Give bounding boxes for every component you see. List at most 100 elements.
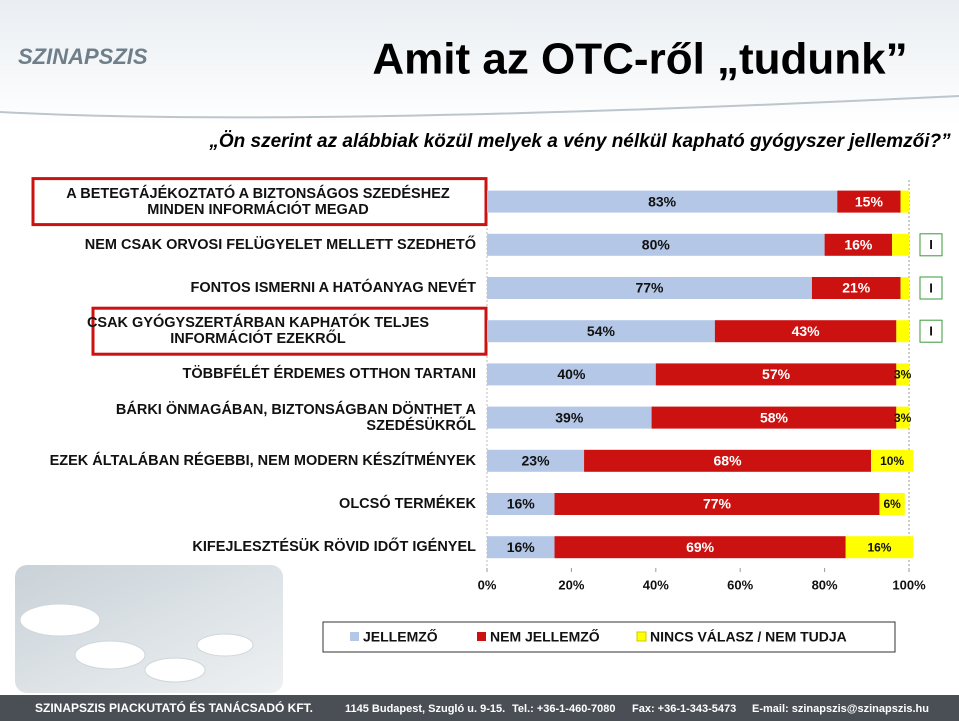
bar-segment bbox=[879, 493, 905, 515]
pill bbox=[196, 633, 254, 657]
category-text: A BETEGTÁJÉKOZTATÓ A BIZTONSÁGOS SZEDÉSH… bbox=[66, 185, 450, 218]
value-label: 10% bbox=[880, 454, 904, 468]
value-label: 6% bbox=[883, 497, 901, 511]
value-label: 15% bbox=[855, 193, 884, 209]
value-label: 58% bbox=[760, 409, 789, 425]
highlight-box bbox=[31, 177, 488, 227]
header-curve bbox=[0, 95, 959, 119]
category-text: CSAK GYÓGYSZERTÁRBAN KAPHATÓK TELJES INF… bbox=[86, 315, 430, 348]
category-text: FONTOS ISMERNI A HATÓANYAG NEVÉT bbox=[190, 280, 476, 296]
pill bbox=[19, 603, 101, 637]
pill bbox=[144, 657, 206, 683]
bar-segment bbox=[651, 406, 897, 429]
value-label: I bbox=[929, 280, 933, 295]
bar-segment bbox=[487, 320, 715, 343]
bar-segment bbox=[655, 363, 897, 386]
value-label: 16% bbox=[507, 539, 536, 555]
value-label: 68% bbox=[714, 453, 743, 469]
category-text: EZEK ÁLTALÁBAN RÉGEBBI, NEM MODERN KÉSZÍ… bbox=[49, 452, 476, 469]
label-box bbox=[919, 319, 943, 343]
category-text: BÁRKI ÖNMAGÁBAN, BIZTONSÁGBAN DÖNTHET A … bbox=[115, 401, 476, 434]
value-label: 54% bbox=[587, 323, 616, 339]
category-label: NEM CSAK ORVOSI FELÜGYELET MELLETT SZEDH… bbox=[40, 223, 476, 266]
value-label: 40% bbox=[557, 366, 586, 382]
bar-segment bbox=[892, 233, 909, 256]
category-text: TÖBBFÉLÉT ÉRDEMES OTTHON TARTANI bbox=[182, 366, 476, 383]
legend-label: NINCS VÁLASZ / NEM TUDJA bbox=[650, 629, 847, 645]
category-text: OLCSÓ TERMÉKEK bbox=[339, 496, 476, 512]
value-label: 57% bbox=[762, 366, 791, 382]
footer-text: SZINAPSZIS PIACKUTATÓ ÉS TANÁCSADÓ KFT. bbox=[35, 700, 313, 715]
bar-segment bbox=[896, 320, 909, 343]
value-label: 16% bbox=[507, 496, 536, 512]
value-label: 16% bbox=[844, 237, 873, 253]
footer-bar bbox=[0, 695, 959, 721]
bar-segment bbox=[487, 190, 838, 213]
legend-swatch bbox=[350, 632, 359, 641]
bar-segment bbox=[714, 320, 897, 343]
bar-segment bbox=[487, 536, 555, 559]
bar-segment bbox=[824, 233, 893, 256]
bar-segment bbox=[584, 449, 872, 472]
bar-segment bbox=[487, 277, 812, 299]
logo: SZINAPSZIS bbox=[18, 44, 148, 69]
value-label: 43% bbox=[792, 323, 821, 339]
pill bbox=[74, 640, 146, 670]
bar-segment bbox=[487, 449, 585, 472]
value-label: 16% bbox=[867, 540, 891, 554]
bar-segment bbox=[900, 277, 909, 299]
footer-text: E-mail: szinapszis@szinapszis.hu bbox=[752, 703, 929, 715]
value-label: I bbox=[929, 324, 933, 339]
category-label: FONTOS ISMERNI A HATÓANYAG NEVÉT bbox=[40, 267, 476, 310]
category-text: NEM CSAK ORVOSI FELÜGYELET MELLETT SZEDH… bbox=[84, 236, 476, 253]
value-label: 69% bbox=[686, 539, 715, 555]
value-label: 77% bbox=[703, 496, 732, 512]
category-label: KIFEJLESZTÉSÜK RÖVID IDŐT IGÉNYEL bbox=[40, 526, 476, 569]
footer-text: 1145 Budapest, Szugló u. 9-15. bbox=[345, 703, 505, 715]
legend-label: NEM JELLEMZŐ bbox=[490, 628, 600, 645]
legend-swatch bbox=[477, 632, 486, 641]
value-label: 39% bbox=[555, 409, 584, 425]
value-label: 3% bbox=[894, 411, 912, 425]
value-label: 83% bbox=[648, 193, 677, 209]
bar-segment bbox=[845, 536, 914, 559]
label-box bbox=[919, 233, 943, 257]
legend-swatch bbox=[636, 631, 647, 642]
value-label: 3% bbox=[894, 368, 912, 382]
bar-segment bbox=[487, 233, 825, 256]
value-label: 80% bbox=[642, 237, 671, 253]
x-tick-label: 20% bbox=[558, 577, 584, 592]
category-label: CSAK GYÓGYSZERTÁRBAN KAPHATÓK TELJES INF… bbox=[40, 310, 476, 353]
bar-segment bbox=[554, 493, 880, 515]
bar-segment bbox=[896, 406, 909, 429]
legend-label: JELLEMZŐ bbox=[363, 628, 438, 645]
value-label: I bbox=[929, 237, 933, 252]
subtitle: „Ön szerint az alábbiak közül melyek a v… bbox=[208, 131, 951, 152]
value-label: 23% bbox=[522, 453, 551, 469]
x-tick-label: 60% bbox=[727, 577, 753, 592]
category-label: A BETEGTÁJÉKOZTATÓ A BIZTONSÁGOS SZEDÉSH… bbox=[40, 180, 476, 223]
footer-text: Tel.: +36-1-460-7080 bbox=[512, 703, 615, 715]
category-label: TÖBBFÉLÉT ÉRDEMES OTTHON TARTANI bbox=[40, 353, 476, 396]
bar-segment bbox=[896, 363, 909, 386]
x-tick-label: 80% bbox=[812, 577, 838, 592]
category-label: BÁRKI ÖNMAGÁBAN, BIZTONSÁGBAN DÖNTHET A … bbox=[40, 396, 476, 439]
bar-segment bbox=[837, 190, 901, 213]
x-tick-label: 40% bbox=[643, 577, 669, 592]
title: Amit az OTC-ről „tudunk” bbox=[372, 35, 907, 84]
category-label: EZEK ÁLTALÁBAN RÉGEBBI, NEM MODERN KÉSZÍ… bbox=[40, 439, 476, 482]
x-tick-label: 0% bbox=[478, 577, 497, 592]
bar-segment bbox=[554, 536, 846, 559]
highlight-box bbox=[91, 306, 488, 356]
bar-segment bbox=[487, 406, 652, 429]
bar-segment bbox=[871, 449, 914, 472]
value-label: 77% bbox=[635, 280, 664, 296]
category-label: OLCSÓ TERMÉKEK bbox=[40, 483, 476, 526]
bar-segment bbox=[487, 493, 555, 515]
legend-box bbox=[322, 621, 896, 653]
bar-segment bbox=[487, 363, 656, 386]
footer-text: Fax: +36-1-343-5473 bbox=[632, 703, 736, 715]
category-text: KIFEJLESZTÉSÜK RÖVID IDŐT IGÉNYEL bbox=[192, 539, 476, 556]
